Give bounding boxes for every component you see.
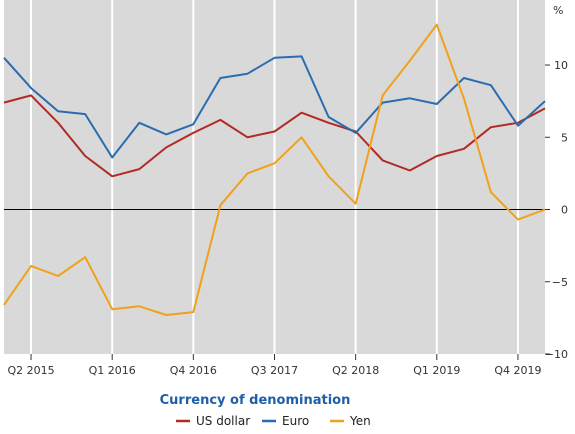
y-tick-labels: −10 −5 0 5 10: [545, 59, 568, 361]
y-tick-label: 5: [561, 131, 568, 144]
x-tick-label: Q3 2017: [251, 364, 298, 377]
x-tick-label: Q4 2016: [170, 364, 217, 377]
x-tick-labels: Q2 2015 Q1 2016 Q4 2016 Q3 2017 Q2 2018 Q1 20…: [7, 364, 541, 377]
legend-title: Currency of denomination: [160, 393, 351, 408]
y-unit-label: %: [553, 4, 563, 17]
series-layer: [3, 23, 546, 316]
y-tick-label: 0: [561, 204, 568, 217]
y-tick-label: 10: [554, 59, 568, 72]
legend: US dollar Euro Yen: [176, 414, 371, 428]
legend-label: Euro: [282, 414, 309, 428]
series-line-euro: [3, 55, 546, 159]
y-tick-label: −10: [545, 348, 568, 361]
x-tick-label: Q1 2019: [413, 364, 460, 377]
series-line-us-dollar: [3, 94, 546, 178]
series-line-yen: [3, 23, 546, 316]
x-tick-label: Q2 2015: [7, 364, 54, 377]
x-tick-label: Q1 2016: [89, 364, 136, 377]
x-tick-label: Q4 2019: [494, 364, 541, 377]
x-tick-label: Q2 2018: [332, 364, 379, 377]
y-tick-label: −5: [552, 276, 568, 289]
legend-label: US dollar: [196, 414, 250, 428]
legend-label: Yen: [349, 414, 371, 428]
